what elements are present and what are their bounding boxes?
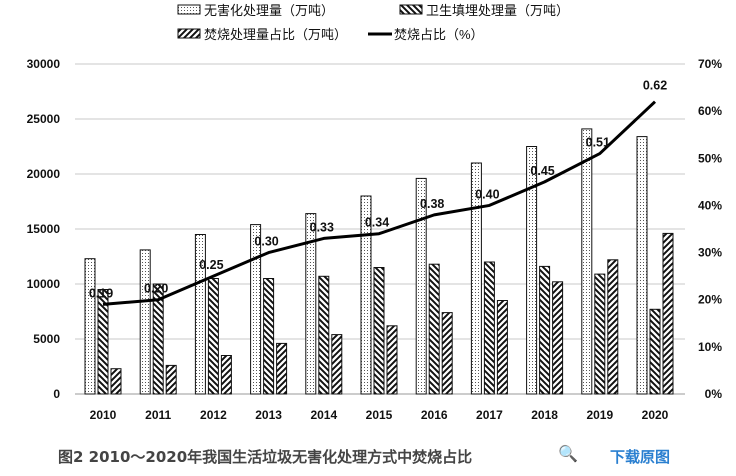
x-tick-label: 2010: [90, 408, 117, 422]
bar-backslash: [318, 275, 330, 395]
bar-dots: [250, 224, 262, 395]
data-label: 0.38: [420, 197, 444, 211]
legend-swatch-dots: [177, 4, 201, 15]
figure-caption: 图2 2010～2020年我国生活垃圾无害化处理方式中焚烧占比: [58, 448, 473, 466]
legend-label: 卫生填埋处理量（万吨）: [426, 3, 569, 18]
data-label: 0.19: [89, 286, 113, 300]
legend: 无害化处理量（万吨） 卫生填埋处理量（万吨） 焚烧处理量占比（万吨） 焚烧占比（%）: [177, 3, 569, 42]
bar-dots: [194, 234, 206, 395]
bar-backslash: [428, 263, 440, 395]
bar-backslash: [373, 267, 385, 395]
bar-slash: [165, 364, 177, 395]
bar-backslash: [483, 261, 495, 395]
y2-tick-label: 60%: [698, 104, 722, 118]
bar-dots: [139, 249, 151, 395]
magnifier-plus-icon[interactable]: 🔍: [558, 444, 578, 463]
bar-backslash: [207, 278, 219, 395]
bar-backslash: [539, 265, 551, 395]
y-tick-label: 25000: [27, 112, 61, 126]
y-tick-label: 0: [53, 387, 60, 401]
bar-dots: [360, 195, 372, 395]
bar-slash: [331, 334, 343, 395]
bar-backslash: [649, 308, 661, 395]
ratio-line: [102, 100, 657, 306]
bar-slash: [552, 281, 564, 395]
chart: 无害化处理量（万吨） 卫生填埋处理量（万吨）焚烧处理量占比（万吨） 焚烧占比（%） …: [27, 3, 723, 422]
x-tick-label: 2019: [586, 408, 613, 422]
bar-dots: [305, 213, 317, 395]
x-tick-label: 2018: [531, 408, 558, 422]
bar-dots: [84, 258, 96, 395]
y2-tick-label: 20%: [698, 293, 722, 307]
data-label: 0.34: [365, 216, 389, 230]
bar-dots: [470, 162, 482, 395]
bar-slash: [110, 368, 122, 395]
bar-backslash: [263, 278, 275, 395]
legend-label: 无害化处理量（万吨）: [204, 3, 334, 18]
x-tick-label: 2011: [145, 408, 171, 422]
legend-label: 焚烧处理量占比（万吨）: [204, 27, 347, 42]
bar-dots: [526, 146, 538, 395]
y-tick-label: 15000: [27, 222, 61, 236]
x-tick-label: 2017: [476, 408, 503, 422]
y-tick-label: 5000: [33, 332, 60, 346]
bar-slash: [607, 259, 619, 395]
x-tick-label: 2012: [200, 408, 227, 422]
bar-backslash: [152, 283, 164, 395]
y-tick-label: 30000: [27, 57, 61, 71]
x-tick-label: 2016: [421, 408, 448, 422]
bar-slash: [662, 232, 674, 395]
y2-tick-label: 40%: [698, 198, 722, 212]
y2-tick-label: 50%: [698, 151, 722, 165]
bar-dots: [636, 136, 648, 395]
x-tick-label: 2015: [366, 408, 393, 422]
bar-slash: [220, 355, 232, 395]
data-label: 0.30: [254, 235, 278, 249]
y-tick-label: 10000: [27, 277, 61, 291]
bar-slash: [496, 300, 508, 395]
data-label: 0.51: [586, 136, 610, 150]
bar-slash: [386, 325, 398, 395]
y2-tick-label: 70%: [698, 57, 722, 71]
bar-backslash: [97, 289, 109, 395]
legend-swatch-backslash: [399, 4, 423, 15]
y2-tick-label: 30%: [698, 246, 722, 260]
data-label: 0.40: [475, 187, 499, 201]
data-label: 0.62: [643, 79, 667, 93]
bar-slash: [276, 342, 288, 395]
y2-tick-label: 0%: [705, 387, 723, 401]
bar-slash: [441, 312, 453, 395]
legend-label: 焚烧占比（%）: [394, 27, 484, 42]
data-label: 0.45: [530, 164, 554, 178]
y-tick-label: 20000: [27, 167, 61, 181]
legend-swatch-slash: [177, 28, 201, 39]
download-original-link[interactable]: 下载原图: [610, 448, 671, 466]
y2-tick-label: 10%: [698, 340, 722, 354]
x-tick-label: 2020: [642, 408, 669, 422]
data-label: 0.33: [310, 220, 334, 234]
bar-dots: [415, 177, 427, 395]
x-tick-label: 2014: [310, 408, 337, 422]
data-label: 0.25: [199, 258, 223, 272]
data-label: 0.20: [144, 282, 168, 296]
x-tick-label: 2013: [255, 408, 282, 422]
bar-dots: [581, 128, 593, 395]
bar-backslash: [594, 273, 606, 395]
